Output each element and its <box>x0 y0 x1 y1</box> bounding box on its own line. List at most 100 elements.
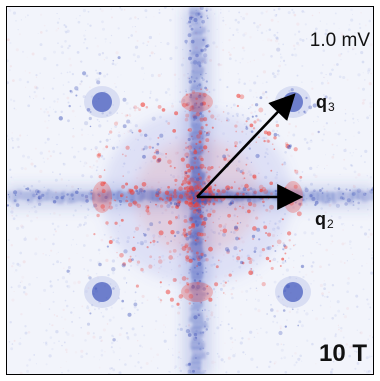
blue-noise-dot <box>88 115 90 117</box>
blue-noise-dot <box>87 214 89 216</box>
blue-speckle <box>162 198 164 200</box>
blue-speckle <box>121 299 125 303</box>
red-noise-dot <box>319 283 323 288</box>
red-speckle <box>252 237 255 241</box>
blue-noise-dot <box>100 340 102 343</box>
red-noise-dot <box>80 349 84 353</box>
blue-noise-dot <box>354 32 356 34</box>
blue-noise-dot <box>129 354 132 358</box>
red-speckle <box>218 224 223 228</box>
blue-speckle <box>190 189 193 193</box>
red-speckle <box>216 189 220 193</box>
blue-noise-dot <box>169 18 172 22</box>
red-speckle <box>127 188 131 192</box>
horizontal-line-segment <box>182 190 188 202</box>
blue-noise-dot <box>306 38 308 40</box>
blue-speckle <box>178 195 183 200</box>
red-noise-dot <box>124 360 125 361</box>
vertical-line-segment <box>192 322 208 329</box>
blue-speckle <box>26 187 30 191</box>
blue-speckle <box>308 105 313 110</box>
blue-speckle <box>81 193 84 197</box>
vertical-line-segment <box>189 77 200 82</box>
blue-noise-dot <box>338 27 340 29</box>
blue-speckle <box>75 94 78 97</box>
blue-noise-dot <box>90 95 94 99</box>
blue-noise-dot <box>30 219 33 223</box>
blue-noise-dot <box>344 112 347 115</box>
blue-speckle <box>203 201 207 205</box>
blue-speckle <box>192 284 194 286</box>
red-noise-dot <box>106 323 109 325</box>
red-noise-dot <box>234 328 236 330</box>
blue-noise-dot <box>45 329 48 332</box>
blue-speckle <box>200 73 202 76</box>
red-noise-dot <box>278 64 281 68</box>
blue-noise-dot <box>340 52 343 55</box>
blue-noise-dot <box>83 221 87 225</box>
red-speckle <box>200 88 202 91</box>
blue-speckle <box>204 96 206 98</box>
red-speckle <box>188 195 193 200</box>
blue-noise-dot <box>289 247 292 251</box>
red-noise-dot <box>224 293 227 296</box>
blue-speckle <box>121 263 126 268</box>
blue-speckle <box>278 330 283 336</box>
red-speckle <box>187 168 191 173</box>
red-speckle <box>241 206 245 210</box>
red-speckle <box>184 152 190 158</box>
red-speckle <box>182 228 187 232</box>
blue-noise-dot <box>49 336 53 339</box>
blue-noise-dot <box>345 168 347 170</box>
blue-noise-dot <box>18 78 22 82</box>
blue-speckle <box>198 279 202 283</box>
blue-noise-dot <box>100 154 104 158</box>
red-noise-dot <box>364 24 367 27</box>
blue-noise-dot <box>83 41 85 44</box>
blue-noise-dot <box>109 42 112 44</box>
blue-noise-dot <box>369 101 373 105</box>
red-speckle <box>183 234 188 238</box>
blue-noise-dot <box>237 31 239 34</box>
blue-noise-dot <box>52 263 55 266</box>
blue-noise-dot <box>37 32 39 34</box>
blue-speckle <box>185 233 189 236</box>
red-speckle <box>276 239 282 245</box>
red-noise-dot <box>10 244 13 247</box>
blue-speckle <box>205 132 210 137</box>
blue-noise-dot <box>97 173 99 175</box>
blue-noise-dot <box>9 98 13 101</box>
blue-noise-dot <box>268 28 272 32</box>
blue-speckle <box>198 188 200 191</box>
blue-noise-dot <box>267 294 270 297</box>
blue-noise-dot <box>321 64 324 66</box>
blue-noise-dot <box>293 47 296 51</box>
blue-speckle <box>199 102 204 107</box>
red-noise-dot <box>13 339 16 342</box>
red-noise-dot <box>118 131 120 133</box>
blue-noise-dot <box>323 168 326 170</box>
blue-noise-dot <box>98 359 100 361</box>
blue-speckle <box>204 134 208 137</box>
red-noise-dot <box>227 356 231 360</box>
red-noise-dot <box>214 361 217 364</box>
blue-speckle <box>187 145 190 148</box>
blue-noise-dot <box>259 273 261 276</box>
blue-noise-dot <box>222 17 224 18</box>
blue-noise-dot <box>219 324 222 326</box>
blue-speckle <box>197 166 201 169</box>
blue-noise-dot <box>325 28 328 32</box>
vertical-line-segment <box>192 352 206 359</box>
red-speckle <box>210 114 215 119</box>
blue-noise-dot <box>356 362 360 365</box>
blue-speckle <box>7 204 10 207</box>
blue-noise-dot <box>227 323 230 326</box>
blue-noise-dot <box>60 45 64 49</box>
blue-noise-dot <box>302 254 304 257</box>
blue-speckle <box>233 246 238 251</box>
blue-noise-dot <box>282 43 285 46</box>
blue-speckle <box>235 167 241 172</box>
blue-noise-dot <box>84 38 87 41</box>
blue-noise-dot <box>371 256 373 260</box>
blue-speckle <box>193 336 198 341</box>
